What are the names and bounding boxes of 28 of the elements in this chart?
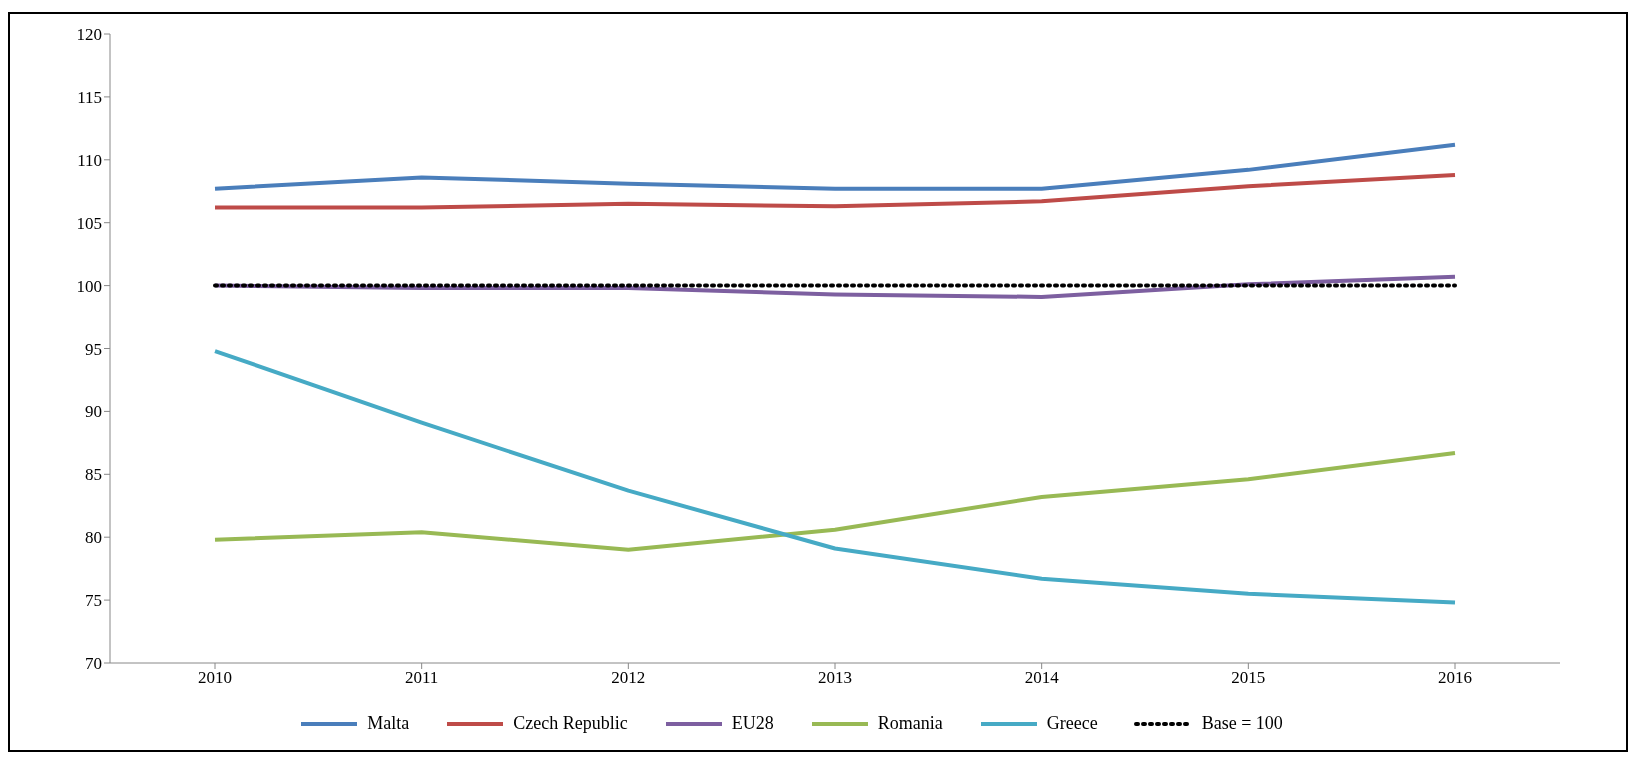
legend-label: Greece (1046, 713, 1098, 734)
legend-label: EU28 (731, 713, 774, 734)
legend-label: Malta (367, 713, 410, 734)
y-tick-label: 75 (85, 591, 102, 611)
y-tick-label: 120 (76, 25, 102, 45)
y-tick-label: 105 (76, 213, 102, 233)
x-tick-label: 2014 (1024, 668, 1060, 688)
line-series (213, 450, 1457, 552)
x-tick-label: 2016 (1438, 668, 1472, 688)
y-tick-label: 110 (77, 150, 102, 170)
legend-label: Base = 100 (1201, 713, 1283, 734)
x-tick-label: 2011 (404, 668, 439, 688)
y-tick-label: 70 (85, 654, 102, 674)
y-tick-label: 85 (85, 465, 102, 485)
y-tick-label: 115 (77, 87, 102, 107)
x-tick-label: 2015 (1231, 668, 1266, 688)
y-tick-label: 100 (76, 276, 102, 296)
y-tick-label: 90 (85, 402, 102, 422)
line-series (213, 142, 1457, 191)
legend-label: Romania (877, 713, 943, 734)
x-tick-label: 2010 (198, 668, 232, 688)
line-series (213, 349, 1457, 605)
x-tick-label: 2012 (611, 668, 646, 688)
y-tick-label: 95 (85, 339, 102, 359)
y-tick-label: 80 (85, 528, 102, 548)
legend-label: Czech Republic (513, 713, 628, 734)
line-series (213, 172, 1457, 210)
x-tick-label: 2013 (818, 668, 852, 688)
